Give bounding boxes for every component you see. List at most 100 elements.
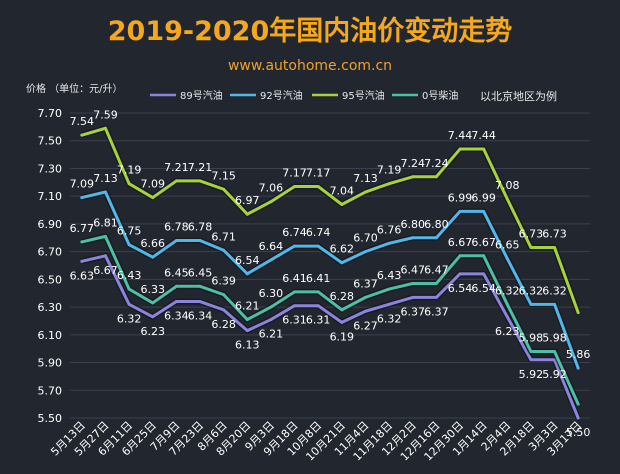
data-point bbox=[103, 234, 107, 238]
data-label: 6.23 bbox=[495, 325, 520, 338]
data-point bbox=[576, 416, 580, 420]
chart-subtitle: www.autohome.com.cn bbox=[228, 58, 392, 74]
data-point bbox=[103, 190, 107, 194]
data-point bbox=[434, 236, 438, 240]
data-label: 7.19 bbox=[117, 164, 142, 177]
data-point bbox=[316, 304, 320, 308]
data-label: 6.32 bbox=[542, 284, 567, 297]
data-label: 6.33 bbox=[140, 283, 165, 296]
legend-entry: 89号汽油 bbox=[180, 89, 223, 102]
data-point bbox=[576, 366, 580, 370]
series-line-3 bbox=[81, 234, 580, 405]
data-point bbox=[222, 293, 226, 297]
data-point bbox=[293, 244, 297, 248]
data-label-layer: 7.547.597.197.097.21 7.217.156.977.067.17… bbox=[70, 108, 591, 439]
data-label: 6.78 bbox=[188, 221, 213, 234]
data-label: 6.81 bbox=[93, 216, 118, 229]
data-label: 7.19 bbox=[377, 164, 402, 177]
data-label: 7.59 bbox=[93, 108, 118, 121]
data-label: 6.32 bbox=[377, 312, 402, 325]
data-label: 6.32 bbox=[519, 284, 544, 297]
data-label: 7.08 bbox=[495, 179, 520, 192]
region-note: 以北京地区为例 bbox=[480, 89, 557, 103]
data-label: 6.66 bbox=[140, 237, 165, 250]
data-point bbox=[482, 272, 486, 276]
data-label: 6.73 bbox=[542, 227, 567, 240]
data-point bbox=[363, 190, 367, 194]
data-label: 6.45 bbox=[188, 266, 213, 279]
data-label: 6.67 bbox=[93, 264, 118, 277]
data-label: 6.67 bbox=[448, 236, 473, 249]
data-label: 6.27 bbox=[353, 319, 378, 332]
data-point bbox=[505, 197, 509, 201]
chart-title: 2019-2020年国内油价变动走势 bbox=[108, 15, 513, 47]
data-label: 6.54 bbox=[235, 254, 260, 267]
data-label: 6.41 bbox=[282, 272, 307, 285]
data-point bbox=[174, 179, 178, 183]
data-label: 7.17 bbox=[306, 166, 331, 179]
data-point bbox=[458, 254, 462, 258]
data-label: 5.98 bbox=[542, 331, 567, 344]
data-label: 6.31 bbox=[282, 314, 307, 327]
data-point bbox=[340, 261, 344, 265]
data-label: 6.67 bbox=[471, 236, 496, 249]
data-label: 6.13 bbox=[235, 339, 260, 352]
data-point bbox=[387, 241, 391, 245]
data-label: 7.17 bbox=[282, 166, 307, 179]
data-point bbox=[80, 133, 84, 137]
y-tick-label: 6.90 bbox=[38, 218, 63, 231]
data-point bbox=[434, 295, 438, 299]
data-label: 6.32 bbox=[495, 284, 520, 297]
data-label: 5.92 bbox=[542, 368, 567, 381]
data-point bbox=[103, 126, 107, 130]
data-point bbox=[387, 182, 391, 186]
data-label: 7.44 bbox=[448, 129, 473, 142]
data-label: 7.13 bbox=[353, 172, 378, 185]
data-label: 6.21 bbox=[259, 328, 284, 341]
data-point bbox=[174, 284, 178, 288]
y-tick-label: 7.70 bbox=[38, 107, 63, 120]
legend: 89号汽油 92号汽油 95号汽油 0号柴油 bbox=[150, 89, 458, 102]
data-label: 6.37 bbox=[424, 305, 449, 318]
data-label: 6.37 bbox=[400, 305, 425, 318]
data-point bbox=[151, 255, 155, 259]
data-point bbox=[482, 254, 486, 258]
data-point bbox=[553, 245, 557, 249]
data-point bbox=[316, 184, 320, 188]
y-tick-label: 5.70 bbox=[38, 384, 63, 397]
data-point bbox=[293, 304, 297, 308]
y-tick-label: 6.10 bbox=[38, 329, 63, 342]
y-tick-label: 6.50 bbox=[38, 273, 63, 286]
data-label: 6.28 bbox=[211, 318, 236, 331]
data-label: 6.70 bbox=[353, 232, 378, 245]
data-label: 6.19 bbox=[330, 330, 355, 343]
data-label: 6.77 bbox=[70, 222, 95, 235]
data-label: 6.76 bbox=[377, 223, 402, 236]
data-point bbox=[151, 315, 155, 319]
data-point bbox=[174, 239, 178, 243]
data-point bbox=[411, 236, 415, 240]
series-line-2 bbox=[81, 126, 580, 314]
data-point bbox=[103, 254, 107, 258]
data-point bbox=[387, 302, 391, 306]
data-point bbox=[482, 209, 486, 213]
data-point bbox=[174, 300, 178, 304]
data-label: 6.62 bbox=[330, 243, 355, 256]
data-point bbox=[198, 179, 202, 183]
data-label: 6.99 bbox=[448, 191, 473, 204]
data-label: 7.09 bbox=[70, 178, 95, 191]
data-point bbox=[434, 282, 438, 286]
data-label: 6.71 bbox=[211, 230, 236, 243]
data-point bbox=[245, 318, 249, 322]
data-point bbox=[316, 290, 320, 294]
data-label: 6.54 bbox=[448, 282, 473, 295]
data-point bbox=[245, 212, 249, 216]
data-point bbox=[245, 272, 249, 276]
data-point bbox=[411, 175, 415, 179]
data-point bbox=[434, 175, 438, 179]
data-label: 6.75 bbox=[117, 225, 142, 238]
legend-entry: 0号柴油 bbox=[422, 89, 458, 102]
data-label: 7.44 bbox=[471, 129, 496, 142]
data-point bbox=[80, 259, 84, 263]
